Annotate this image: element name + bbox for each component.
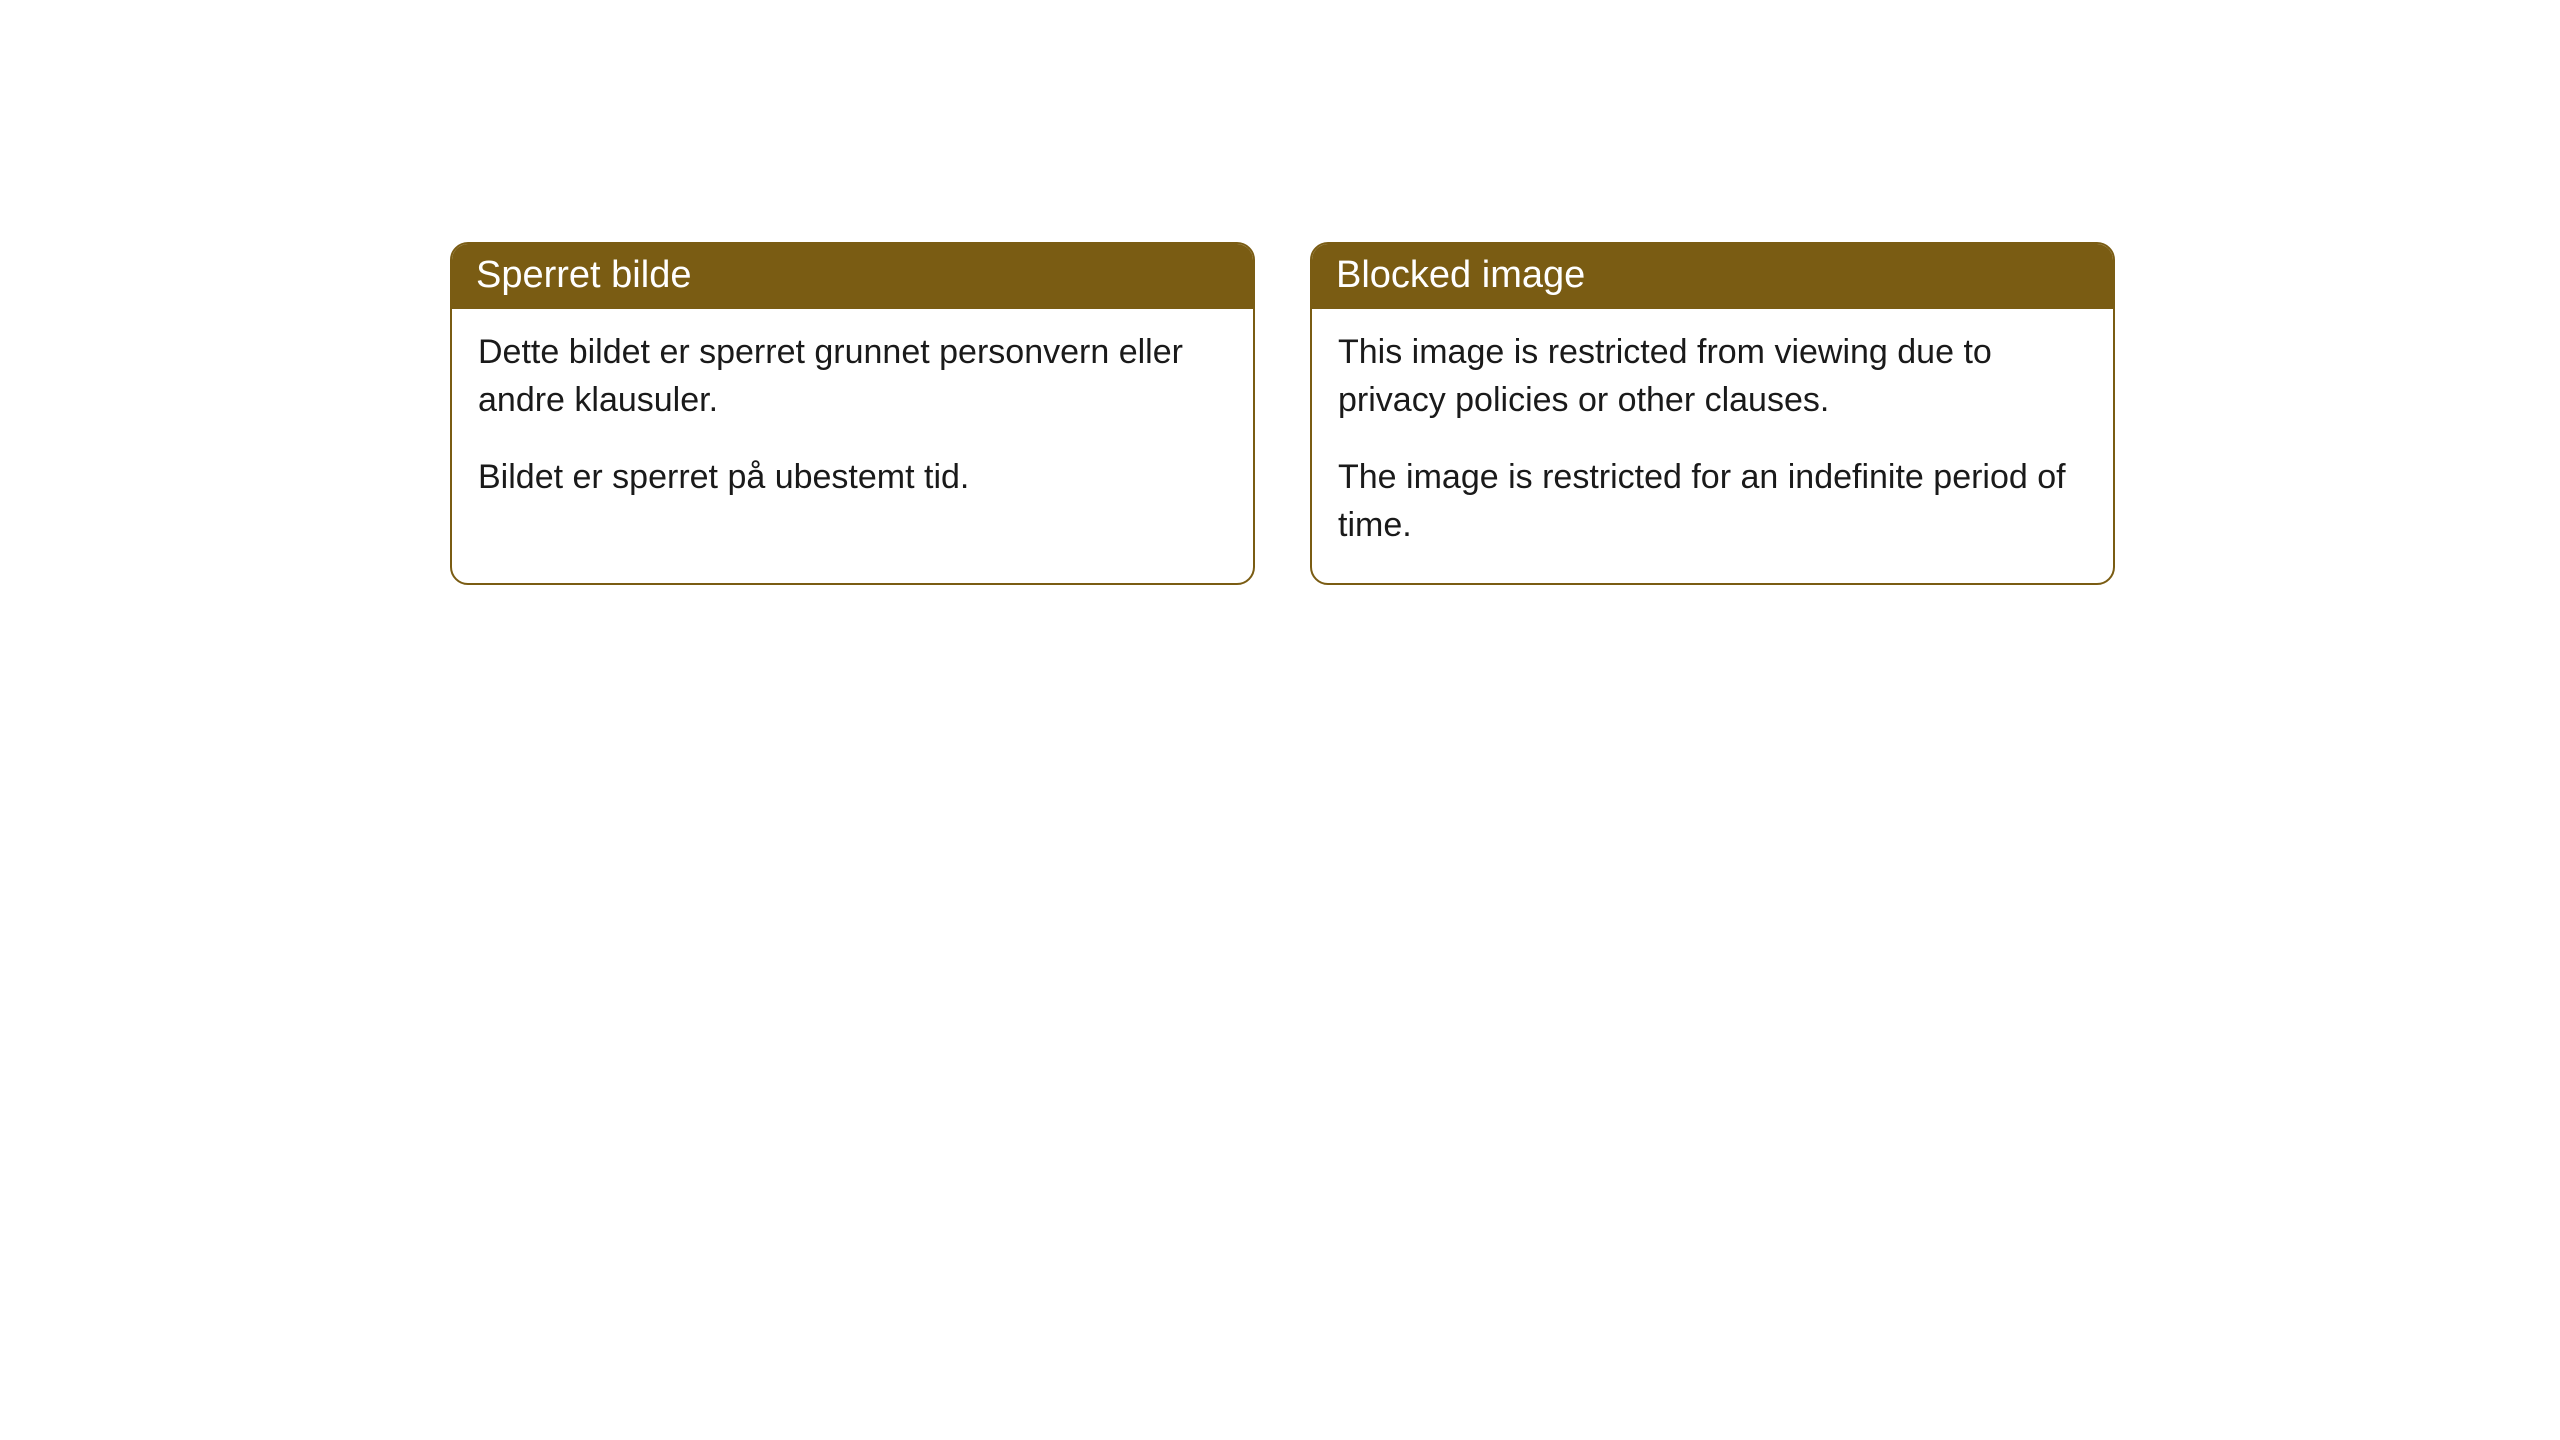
notice-text-primary: This image is restricted from viewing du… bbox=[1338, 329, 2087, 424]
card-header: Blocked image bbox=[1312, 244, 2113, 309]
notice-text-secondary: Bildet er sperret på ubestemt tid. bbox=[478, 454, 1227, 502]
notice-card-english: Blocked image This image is restricted f… bbox=[1310, 242, 2115, 585]
card-body: This image is restricted from viewing du… bbox=[1312, 309, 2113, 583]
notice-card-norwegian: Sperret bilde Dette bildet er sperret gr… bbox=[450, 242, 1255, 585]
notice-container: Sperret bilde Dette bildet er sperret gr… bbox=[450, 242, 2115, 585]
card-body: Dette bildet er sperret grunnet personve… bbox=[452, 309, 1253, 536]
notice-text-secondary: The image is restricted for an indefinit… bbox=[1338, 454, 2087, 549]
notice-text-primary: Dette bildet er sperret grunnet personve… bbox=[478, 329, 1227, 424]
card-header: Sperret bilde bbox=[452, 244, 1253, 309]
